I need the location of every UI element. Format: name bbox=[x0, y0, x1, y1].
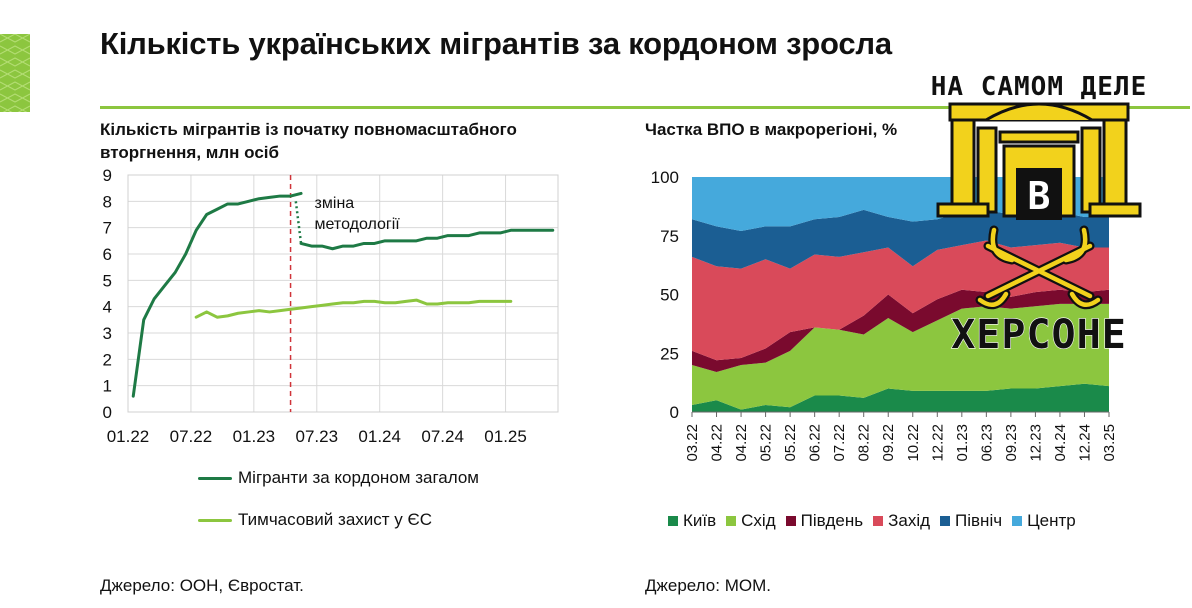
crossed-anchors-icon-fill bbox=[977, 227, 1101, 308]
x-tick-label: 07.23 bbox=[296, 427, 339, 446]
y-tick-label: 2 bbox=[103, 350, 112, 369]
logo-bottom-text: ХЕРСОНЕ bbox=[951, 312, 1127, 358]
legend-item-center: Центр bbox=[1012, 511, 1076, 531]
legend-label: Мігранти за кордоном загалом bbox=[238, 468, 479, 487]
legend-item-south: Південь bbox=[785, 511, 864, 531]
right-chart-legend: Київ Схід Південь Захід Північ Центр bbox=[668, 511, 1086, 531]
legend-swatch bbox=[1012, 516, 1023, 526]
x-tick-label: 09.22 bbox=[880, 424, 897, 462]
x-tick-label: 07.22 bbox=[831, 424, 848, 462]
y-tick-label: 75 bbox=[660, 227, 679, 246]
series-line-migrants-total bbox=[131, 191, 303, 398]
legend-swatch bbox=[873, 516, 884, 526]
x-tick-label: 04.24 bbox=[1052, 424, 1069, 462]
area-series-kyiv bbox=[692, 383, 1109, 412]
legend-label: Київ bbox=[683, 511, 717, 530]
x-tick-label: 06.23 bbox=[978, 424, 995, 462]
legend-item-temporary-protection: Тимчасовий захист у ЄС bbox=[198, 508, 479, 532]
y-tick-label: 9 bbox=[103, 166, 112, 185]
x-tick-label: 01.23 bbox=[233, 427, 276, 446]
legend-item-kyiv: Київ bbox=[668, 511, 716, 531]
y-tick-label: 3 bbox=[103, 324, 112, 343]
legend-swatch bbox=[785, 516, 796, 526]
legend-item-west: Захід bbox=[873, 511, 930, 531]
legend-label: Захід bbox=[888, 511, 931, 530]
legend-item-east: Схід bbox=[726, 511, 776, 531]
x-tick-label: 10.22 bbox=[905, 424, 922, 462]
legend-swatch-dark-green bbox=[198, 476, 232, 480]
legend-label: Південь bbox=[800, 511, 864, 530]
title-divider bbox=[100, 106, 1190, 109]
x-tick-label: 05.22 bbox=[758, 424, 775, 462]
area-series-east bbox=[692, 303, 1109, 410]
area-series-north bbox=[692, 209, 1109, 269]
y-tick-label: 0 bbox=[103, 403, 112, 422]
legend-item-migrants-total: Мігранти за кордоном загалом bbox=[198, 466, 479, 490]
left-chart-title-line-2: вторгнення, млн осіб bbox=[100, 143, 280, 162]
x-tick-label: 12.23 bbox=[1027, 424, 1044, 462]
y-tick-label: 100 bbox=[651, 168, 679, 187]
legend-swatch-light-green bbox=[198, 518, 232, 522]
y-tick-label: 0 bbox=[670, 403, 679, 422]
y-tick-label: 6 bbox=[103, 245, 112, 264]
y-tick-label: 8 bbox=[103, 192, 112, 211]
migrants-line-chart: 0 1 2 3 4 5 6 7 8 9 01.22 07.22 01.23 07.23 01.24 07.24… bbox=[103, 166, 559, 446]
x-tick-label: 01.22 bbox=[107, 427, 150, 446]
x-tick-label: 09.23 bbox=[1003, 424, 1020, 462]
methodology-annotation: методології bbox=[315, 216, 401, 233]
logo-top-text: НА САМОМ ДЕЛЕ bbox=[931, 72, 1148, 102]
x-tick-label: 01.25 bbox=[484, 427, 527, 446]
legend-label: Тимчасовий захист у ЄС bbox=[238, 510, 432, 529]
y-tick-label: 25 bbox=[660, 344, 679, 363]
plot-frame bbox=[127, 174, 559, 413]
legend-label: Центр bbox=[1027, 511, 1076, 530]
legend-swatch bbox=[940, 516, 951, 526]
legend-label: Схід bbox=[741, 511, 776, 530]
x-tick-label: 01.23 bbox=[954, 424, 971, 462]
side-accent-strip bbox=[0, 34, 30, 112]
legend-swatch bbox=[726, 516, 737, 526]
legend-swatch bbox=[668, 516, 678, 526]
x-tick-label: 06.22 bbox=[807, 424, 824, 462]
right-chart-source: Джерело: МОМ. bbox=[645, 576, 771, 595]
x-tick-label: 04.22 bbox=[733, 424, 750, 462]
y-tick-label: 1 bbox=[103, 377, 112, 396]
left-chart-source: Джерело: ООН, Євростат. bbox=[100, 576, 304, 595]
series-connector-dotted bbox=[294, 201, 303, 244]
x-tick-label: 05.22 bbox=[782, 424, 799, 462]
y-tick-label: 7 bbox=[103, 219, 112, 238]
left-chart-legend: Мігранти за кордоном загалом Тимчасовий … bbox=[198, 466, 479, 550]
series-line-migrants-total bbox=[299, 228, 555, 251]
methodology-annotation: зміна bbox=[315, 195, 355, 212]
logo-letter: В bbox=[1028, 174, 1051, 218]
x-tick-label: 12.22 bbox=[929, 424, 946, 462]
left-chart-title-line-1: Кількість мігрантів із початку повномасш… bbox=[100, 120, 517, 139]
x-tick-label: 04.22 bbox=[709, 424, 726, 462]
left-chart-title: Кількість мігрантів із початку повномасш… bbox=[100, 118, 620, 164]
legend-item-north: Північ bbox=[940, 511, 1002, 531]
y-tick-label: 5 bbox=[103, 271, 112, 290]
x-tick-label: 07.24 bbox=[421, 427, 464, 446]
right-chart-title: Частка ВПО в макрорегіоні, % bbox=[645, 120, 898, 139]
page-title: Кількість українських мігрантів за кордо… bbox=[100, 26, 892, 61]
series-line-temporary-protection bbox=[194, 298, 513, 319]
x-tick-label: 03.22 bbox=[684, 424, 701, 462]
x-tick-label: 03.25 bbox=[1101, 424, 1118, 462]
y-tick-label: 4 bbox=[103, 298, 112, 317]
legend-label: Північ bbox=[955, 511, 1003, 530]
x-tick-label: 08.22 bbox=[856, 424, 873, 462]
watermark-logo: НА САМОМ ДЕЛЕ В ХЕРСОНЕ bbox=[930, 71, 1148, 358]
x-tick-label: 07.22 bbox=[170, 427, 213, 446]
x-tick-label: 12.24 bbox=[1076, 424, 1093, 462]
arch-gate-icon bbox=[936, 102, 1142, 220]
area-series-south bbox=[692, 289, 1109, 373]
y-tick-label: 50 bbox=[660, 286, 679, 305]
area-series-west bbox=[692, 240, 1109, 361]
x-tick-label: 01.24 bbox=[358, 427, 401, 446]
